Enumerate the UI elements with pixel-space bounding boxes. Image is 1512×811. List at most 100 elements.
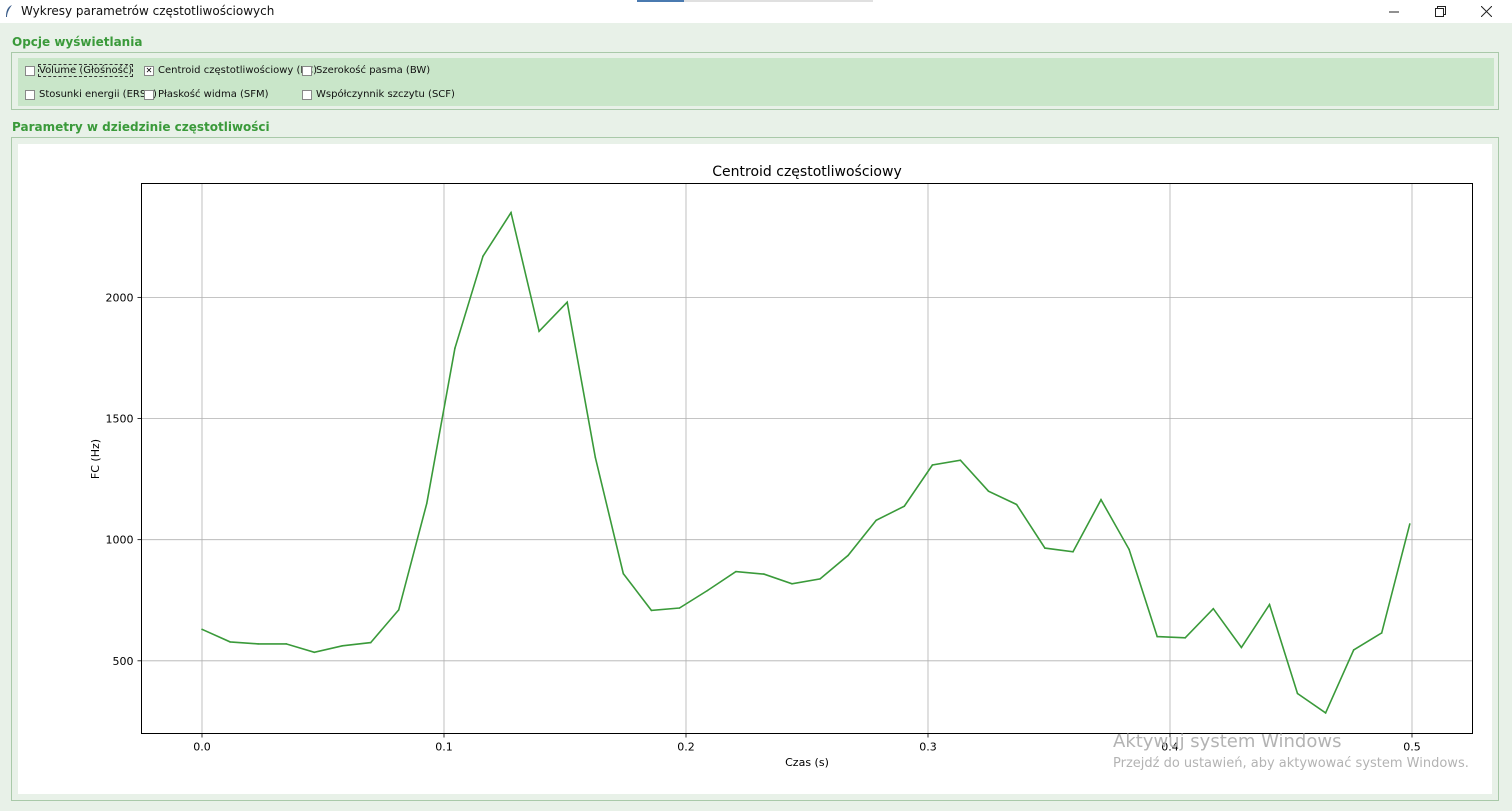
plot-canvas: 0.0 0.1 0.2 0.3 0.4 0.5 500 1000 1500 2000 Centr… bbox=[18, 144, 1492, 794]
data-point bbox=[369, 641, 372, 644]
window-title: Wykresy parametrów częstotliwościowych bbox=[21, 4, 275, 18]
option-volume[interactable]: Volume (Głośność) bbox=[25, 64, 134, 77]
data-point bbox=[201, 628, 203, 631]
data-point bbox=[650, 609, 653, 612]
data-point bbox=[1352, 649, 1355, 651]
taskbar-peek-active bbox=[637, 0, 684, 2]
data-point bbox=[706, 589, 709, 592]
data-point bbox=[426, 502, 428, 505]
data-point bbox=[1240, 646, 1243, 649]
x-tick-label: 0.1 bbox=[435, 741, 453, 754]
data-point bbox=[1128, 548, 1130, 551]
data-point bbox=[903, 505, 906, 508]
y-axis-label: FC (Hz) bbox=[89, 439, 102, 479]
option-scf[interactable]: Współczynnik szczytu (SCF) bbox=[302, 89, 455, 100]
option-bw[interactable]: Szerokość pasma (BW) bbox=[302, 65, 430, 76]
option-scf-label: Współczynnik szczytu (SCF) bbox=[316, 89, 455, 100]
x-tick-label: 0.0 bbox=[193, 741, 211, 754]
option-sfm[interactable]: Płaskość widma (SFM) bbox=[144, 89, 269, 100]
data-point bbox=[1072, 550, 1074, 553]
option-fc-label: Centroid częstotliwościowy (FC) bbox=[158, 65, 318, 76]
data-point bbox=[1044, 547, 1046, 549]
data-point bbox=[931, 464, 934, 466]
data-point bbox=[1409, 523, 1411, 525]
option-sfm-label: Płaskość widma (SFM) bbox=[158, 89, 269, 100]
checkbox-sfm[interactable] bbox=[144, 89, 154, 100]
data-point bbox=[285, 643, 288, 645]
series-line bbox=[201, 210, 1411, 715]
data-point bbox=[959, 459, 962, 461]
data-point bbox=[482, 255, 484, 257]
y-tick-label: 1000 bbox=[106, 534, 134, 547]
data-point bbox=[566, 301, 568, 304]
data-point bbox=[678, 607, 681, 609]
y-axis-ticks: 500 1000 1500 2000 bbox=[106, 291, 142, 668]
y-tick-label: 2000 bbox=[106, 291, 134, 304]
minimize-button[interactable] bbox=[1371, 0, 1417, 23]
data-point bbox=[1296, 692, 1299, 695]
x-axis-ticks: 0.0 0.1 0.2 0.3 0.4 0.5 bbox=[193, 733, 1421, 754]
options-frame: Volume (Głośność) ✕ Centroid częstotliwo… bbox=[11, 52, 1499, 110]
option-fc[interactable]: ✕ Centroid częstotliwościowy (FC) bbox=[144, 65, 317, 76]
chart-grid bbox=[141, 183, 1473, 734]
window-titlebar: Wykresy parametrów częstotliwościowych bbox=[0, 0, 1512, 23]
data-point bbox=[763, 573, 765, 575]
option-bw-label: Szerokość pasma (BW) bbox=[316, 65, 431, 76]
data-point bbox=[875, 519, 878, 522]
data-point bbox=[510, 211, 512, 214]
data-point bbox=[1100, 498, 1102, 501]
close-button[interactable] bbox=[1463, 0, 1509, 23]
option-ersb[interactable]: Stosunki energii (ERSB) bbox=[25, 89, 157, 100]
checkbox-scf[interactable] bbox=[302, 89, 312, 100]
y-tick-label: 1500 bbox=[106, 413, 134, 426]
data-point bbox=[1212, 607, 1215, 610]
data-point bbox=[1156, 635, 1158, 638]
options-section-title: Opcje wyświetlania bbox=[12, 35, 143, 49]
plot-frame: 0.0 0.1 0.2 0.3 0.4 0.5 500 1000 1500 2000 Centr… bbox=[11, 137, 1499, 801]
data-point bbox=[1184, 636, 1187, 639]
plot-area bbox=[141, 183, 1473, 734]
y-tick-label: 500 bbox=[113, 655, 134, 668]
feather-icon bbox=[6, 5, 12, 17]
plot-section-title: Parametry w dziedzinie częstotliwości bbox=[12, 120, 270, 134]
data-point bbox=[1268, 603, 1271, 606]
activation-watermark-text: Przejdź do ustawień, aby aktywować syste… bbox=[1113, 756, 1469, 771]
data-point bbox=[1324, 712, 1327, 714]
plot-border bbox=[141, 183, 1473, 734]
checkbox-bw[interactable] bbox=[302, 65, 312, 76]
data-point bbox=[1380, 632, 1383, 634]
series-points bbox=[201, 211, 1411, 714]
option-ersb-label: Stosunki energii (ERSB) bbox=[39, 89, 157, 100]
checkbox-ersb[interactable] bbox=[25, 89, 35, 100]
data-point bbox=[341, 644, 344, 647]
option-volume-label: Volume (Głośność) bbox=[37, 64, 134, 77]
restore-button[interactable] bbox=[1417, 0, 1463, 23]
options-panel: Volume (Głośność) ✕ Centroid częstotliwo… bbox=[18, 58, 1494, 106]
x-tick-label: 0.2 bbox=[677, 741, 695, 754]
data-point bbox=[791, 582, 793, 585]
data-point bbox=[454, 347, 456, 350]
x-tick-label: 0.3 bbox=[919, 741, 937, 754]
data-point bbox=[622, 572, 625, 575]
data-point bbox=[257, 643, 259, 645]
chart-title: Centroid częstotliwościowy bbox=[712, 164, 901, 180]
restore-icon bbox=[1434, 6, 1446, 17]
data-point bbox=[987, 490, 990, 493]
data-point bbox=[229, 641, 231, 643]
x-axis-label: Czas (s) bbox=[785, 756, 829, 769]
data-point bbox=[538, 330, 540, 333]
data-point bbox=[847, 554, 849, 557]
data-point bbox=[313, 651, 316, 654]
checkbox-fc[interactable]: ✕ bbox=[144, 65, 154, 76]
minimize-icon bbox=[1389, 11, 1399, 12]
taskbar-peek-indicator bbox=[637, 0, 873, 2]
x-tick-label: 0.5 bbox=[1403, 741, 1421, 754]
data-point bbox=[735, 570, 737, 573]
x-tick-label: 0.4 bbox=[1161, 741, 1179, 754]
data-point bbox=[397, 609, 400, 611]
activation-watermark-title: Aktywuj system Windows bbox=[1113, 731, 1342, 752]
data-point bbox=[594, 456, 597, 459]
data-point bbox=[819, 578, 821, 580]
checkbox-volume[interactable] bbox=[25, 65, 35, 76]
